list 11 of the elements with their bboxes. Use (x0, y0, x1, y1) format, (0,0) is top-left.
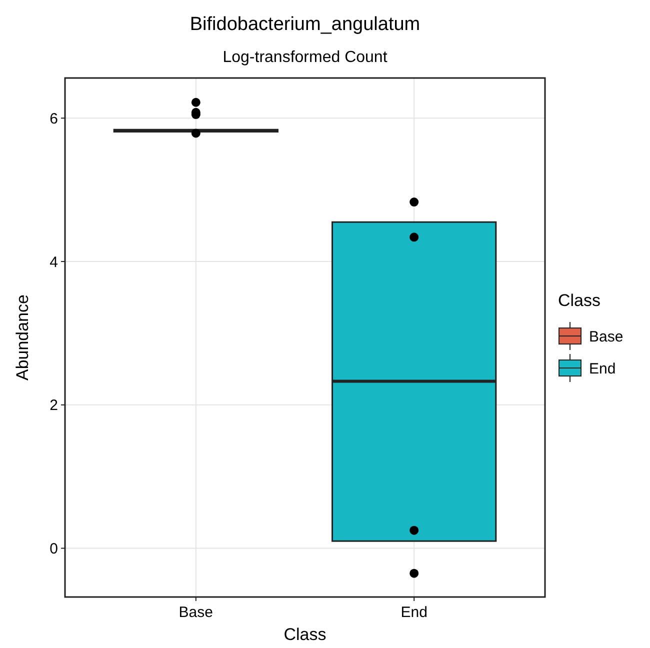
y-axis-title: Abundance (13, 294, 32, 381)
legend-title: Class (558, 291, 601, 310)
y-tick-label: 6 (50, 110, 58, 128)
x-axis-title: Class (284, 625, 326, 644)
legend-label: Base (589, 328, 624, 346)
y-tick-label: 2 (50, 397, 58, 414)
legend-label: End (589, 360, 616, 378)
chart-subtitle: Log-transformed Count (222, 49, 388, 66)
y-tick-label: 4 (50, 254, 58, 271)
chart-title: Bifidobacterium_angulatum (190, 14, 420, 35)
y-tick-label: 0 (50, 540, 58, 558)
